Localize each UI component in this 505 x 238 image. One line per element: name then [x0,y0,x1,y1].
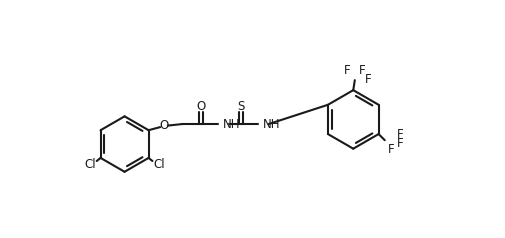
Text: F: F [359,64,365,77]
Text: NH: NH [263,118,280,131]
Text: F: F [396,137,402,150]
Text: F: F [365,73,371,86]
Text: S: S [237,100,244,113]
Text: Cl: Cl [153,158,165,171]
Text: O: O [196,100,205,113]
Text: F: F [387,143,393,156]
Text: F: F [396,128,402,141]
Text: Cl: Cl [84,158,95,171]
Text: F: F [343,64,350,77]
Text: O: O [159,119,168,132]
Text: NH: NH [223,118,240,131]
